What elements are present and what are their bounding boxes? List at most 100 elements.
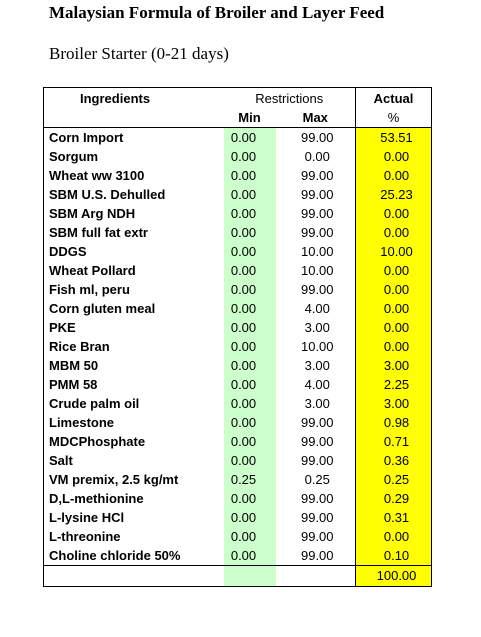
restrictions-header: Restrictions xyxy=(223,87,356,109)
min-header: Min xyxy=(223,109,276,128)
min-value: 0.00 xyxy=(223,204,276,223)
ingredient-name: MBM 50 xyxy=(43,356,224,375)
actual-value: 0.00 xyxy=(355,261,433,280)
table-row: Corn gluten meal 0.00 4.00 0.00 xyxy=(43,299,433,318)
min-value: 0.00 xyxy=(223,280,276,299)
table-row: Rice Bran 0.00 10.00 0.00 xyxy=(43,337,433,356)
max-value: 4.00 xyxy=(275,375,356,394)
ingredients-subheader-blank xyxy=(43,109,224,128)
actual-value: 0.00 xyxy=(355,299,433,318)
min-value: 0.00 xyxy=(223,185,276,204)
ingredient-name: Rice Bran xyxy=(43,337,224,356)
total-max-cell xyxy=(275,565,356,587)
min-value: 0.00 xyxy=(223,527,276,546)
ingredient-name: PMM 58 xyxy=(43,375,224,394)
ingredient-name: Salt xyxy=(43,451,224,470)
ingredient-name: D,L-methionine xyxy=(43,489,224,508)
max-value: 99.00 xyxy=(275,546,356,566)
actual-value: 0.98 xyxy=(355,413,433,432)
table-row: SBM full fat extr 0.00 99.00 0.00 xyxy=(43,223,433,242)
actual-value: 0.00 xyxy=(355,318,433,337)
actual-value: 10.00 xyxy=(355,242,433,261)
table-row: SBM Arg NDH 0.00 99.00 0.00 xyxy=(43,204,433,223)
actual-value: 3.00 xyxy=(355,356,433,375)
percent-header: % xyxy=(355,109,433,128)
min-value: 0.00 xyxy=(223,546,276,566)
table-row: MBM 50 0.00 3.00 3.00 xyxy=(43,356,433,375)
min-value: 0.25 xyxy=(223,470,276,489)
min-value: 0.00 xyxy=(223,356,276,375)
max-value: 99.00 xyxy=(275,280,356,299)
ingredient-name: Corn Import xyxy=(43,127,224,147)
max-value: 0.25 xyxy=(275,470,356,489)
min-value: 0.00 xyxy=(223,127,276,147)
feed-formula-table: Ingredients Restrictions Actual Min Max … xyxy=(43,87,433,587)
actual-value: 2.25 xyxy=(355,375,433,394)
max-value: 99.00 xyxy=(275,185,356,204)
table-row: PMM 58 0.00 4.00 2.25 xyxy=(43,375,433,394)
actual-value: 0.36 xyxy=(355,451,433,470)
max-value: 99.00 xyxy=(275,508,356,527)
section-subtitle: Broiler Starter (0-21 days) xyxy=(49,44,229,63)
min-value: 0.00 xyxy=(223,299,276,318)
max-header: Max xyxy=(275,109,356,128)
table-row: Wheat Pollard 0.00 10.00 0.00 xyxy=(43,261,433,280)
max-value: 3.00 xyxy=(275,318,356,337)
max-value: 99.00 xyxy=(275,127,356,147)
max-value: 99.00 xyxy=(275,527,356,546)
table-row: Corn Import 0.00 99.00 53.51 xyxy=(43,127,433,147)
actual-value: 53.51 xyxy=(355,127,433,147)
actual-value: 0.00 xyxy=(355,204,433,223)
max-value: 99.00 xyxy=(275,204,356,223)
table-row: Wheat ww 3100 0.00 99.00 0.00 xyxy=(43,166,433,185)
actual-header: Actual xyxy=(355,87,433,109)
table-row: MDCPhosphate 0.00 99.00 0.71 xyxy=(43,432,433,451)
min-value: 0.00 xyxy=(223,394,276,413)
ingredient-name: Fish ml, peru xyxy=(43,280,224,299)
ingredient-name: Sorgum xyxy=(43,147,224,166)
actual-value: 0.00 xyxy=(355,280,433,299)
ingredient-name: PKE xyxy=(43,318,224,337)
max-value: 99.00 xyxy=(275,432,356,451)
ingredient-name: SBM U.S. Dehulled xyxy=(43,185,224,204)
table-row: D,L-methionine 0.00 99.00 0.29 xyxy=(43,489,433,508)
ingredient-name: VM premix, 2.5 kg/mt xyxy=(43,470,224,489)
ingredient-name: Crude palm oil xyxy=(43,394,224,413)
total-row: 100.00 xyxy=(43,565,433,587)
ingredient-name: Wheat Pollard xyxy=(43,261,224,280)
ingredient-name: Wheat ww 3100 xyxy=(43,166,224,185)
ingredient-name: SBM full fat extr xyxy=(43,223,224,242)
actual-value: 0.00 xyxy=(355,527,433,546)
total-actual-value: 100.00 xyxy=(355,565,433,587)
table-row: VM premix, 2.5 kg/mt 0.25 0.25 0.25 xyxy=(43,470,433,489)
table-row: Limestone 0.00 99.00 0.98 xyxy=(43,413,433,432)
table-row: PKE 0.00 3.00 0.00 xyxy=(43,318,433,337)
max-value: 3.00 xyxy=(275,394,356,413)
total-label-cell xyxy=(43,565,224,587)
table-row: Sorgum 0.00 0.00 0.00 xyxy=(43,147,433,166)
page-title: Malaysian Formula of Broiler and Layer F… xyxy=(49,3,385,22)
max-value: 99.00 xyxy=(275,451,356,470)
actual-value: 25.23 xyxy=(355,185,433,204)
actual-value: 3.00 xyxy=(355,394,433,413)
ingredient-name: L-lysine HCl xyxy=(43,508,224,527)
min-value: 0.00 xyxy=(223,318,276,337)
actual-value: 0.00 xyxy=(355,337,433,356)
actual-value: 0.00 xyxy=(355,147,433,166)
min-value: 0.00 xyxy=(223,147,276,166)
actual-value: 0.29 xyxy=(355,489,433,508)
actual-value: 0.00 xyxy=(355,166,433,185)
table-row: Choline chloride 50% 0.00 99.00 0.10 xyxy=(43,546,433,566)
min-value: 0.00 xyxy=(223,375,276,394)
ingredients-header: Ingredients xyxy=(43,87,224,109)
table-row: Salt 0.00 99.00 0.36 xyxy=(43,451,433,470)
ingredient-name: Choline chloride 50% xyxy=(43,546,224,566)
min-value: 0.00 xyxy=(223,261,276,280)
min-value: 0.00 xyxy=(223,489,276,508)
ingredient-name: DDGS xyxy=(43,242,224,261)
min-value: 0.00 xyxy=(223,242,276,261)
table-row: L-threonine 0.00 99.00 0.00 xyxy=(43,527,433,546)
table-row: Crude palm oil 0.00 3.00 3.00 xyxy=(43,394,433,413)
min-value: 0.00 xyxy=(223,413,276,432)
ingredient-name: Corn gluten meal xyxy=(43,299,224,318)
